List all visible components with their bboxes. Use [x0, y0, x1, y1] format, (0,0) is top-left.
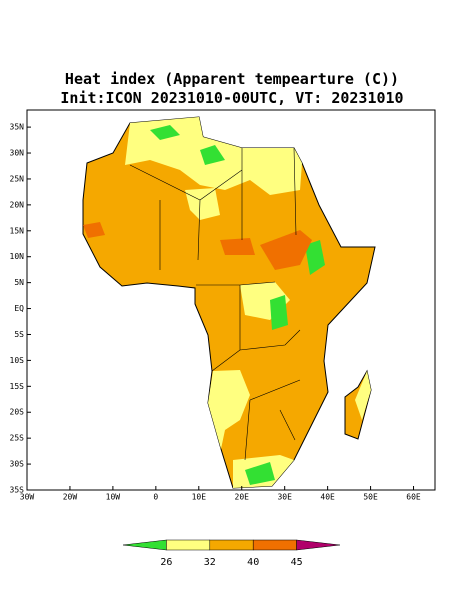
y-tick-label: EQ	[14, 304, 24, 313]
colorbar-triangle	[122, 539, 167, 551]
y-tick-label: 25N	[10, 174, 25, 183]
colorbar-label: 32	[204, 557, 216, 568]
warm-region	[185, 188, 220, 220]
colorbar-segment	[252, 539, 297, 551]
y-tick-label: 20S	[10, 408, 25, 417]
y-tick-label: 30N	[10, 149, 25, 158]
x-tick-label: 50E	[363, 493, 378, 502]
map-fields	[82, 116, 376, 489]
y-tick-label: 15N	[10, 226, 25, 235]
mild-region	[270, 295, 288, 330]
y-tick-label: 35N	[10, 123, 25, 132]
colorbar-segment	[209, 539, 254, 551]
chart-title: Heat index (Apparent tempearture (C))	[65, 70, 399, 88]
map-frame	[26, 109, 436, 491]
mild-region	[200, 145, 225, 165]
x-tick-label: 10E	[192, 493, 207, 502]
y-tick-label: 10N	[10, 252, 25, 261]
y-tick-label: 5S	[14, 330, 24, 339]
y-tick-label: 15S	[10, 382, 25, 391]
mild-region	[245, 462, 275, 485]
mild-region	[305, 240, 325, 275]
y-tick-label: 5N	[14, 278, 24, 287]
colorbar-label: 45	[291, 557, 303, 568]
borders	[129, 147, 301, 461]
x-tick-label: 30W	[20, 493, 35, 502]
colorbar-label: 26	[160, 557, 172, 568]
africa	[82, 116, 376, 489]
hot-region	[83, 222, 105, 238]
madagascar-east	[355, 371, 371, 420]
mild-region	[150, 125, 180, 140]
colorbar-label: 40	[247, 557, 259, 568]
y-tick-label: 25S	[10, 434, 25, 443]
warm-region	[208, 370, 250, 449]
y-tick-label: 35S	[10, 486, 25, 495]
x-tick-label: 0	[153, 493, 158, 502]
x-tick-label: 20E	[235, 493, 250, 502]
hot-region	[220, 238, 255, 255]
y-tick-label: 10S	[10, 356, 25, 365]
x-tick-label: 10W	[106, 493, 121, 502]
colorbar-triangle	[296, 539, 341, 551]
hot-region	[260, 230, 312, 270]
x-tick-label: 20W	[63, 493, 78, 502]
x-tick-label: 30E	[277, 493, 292, 502]
colorbar-segment	[166, 539, 211, 551]
x-tick-label: 40E	[320, 493, 335, 502]
y-tick-label: 20N	[10, 200, 25, 209]
y-tick-label: 30S	[10, 460, 25, 469]
chart-subtitle: Init:ICON 20231010-00UTC, VT: 20231010	[60, 89, 403, 107]
x-tick-label: 60E	[406, 493, 421, 502]
